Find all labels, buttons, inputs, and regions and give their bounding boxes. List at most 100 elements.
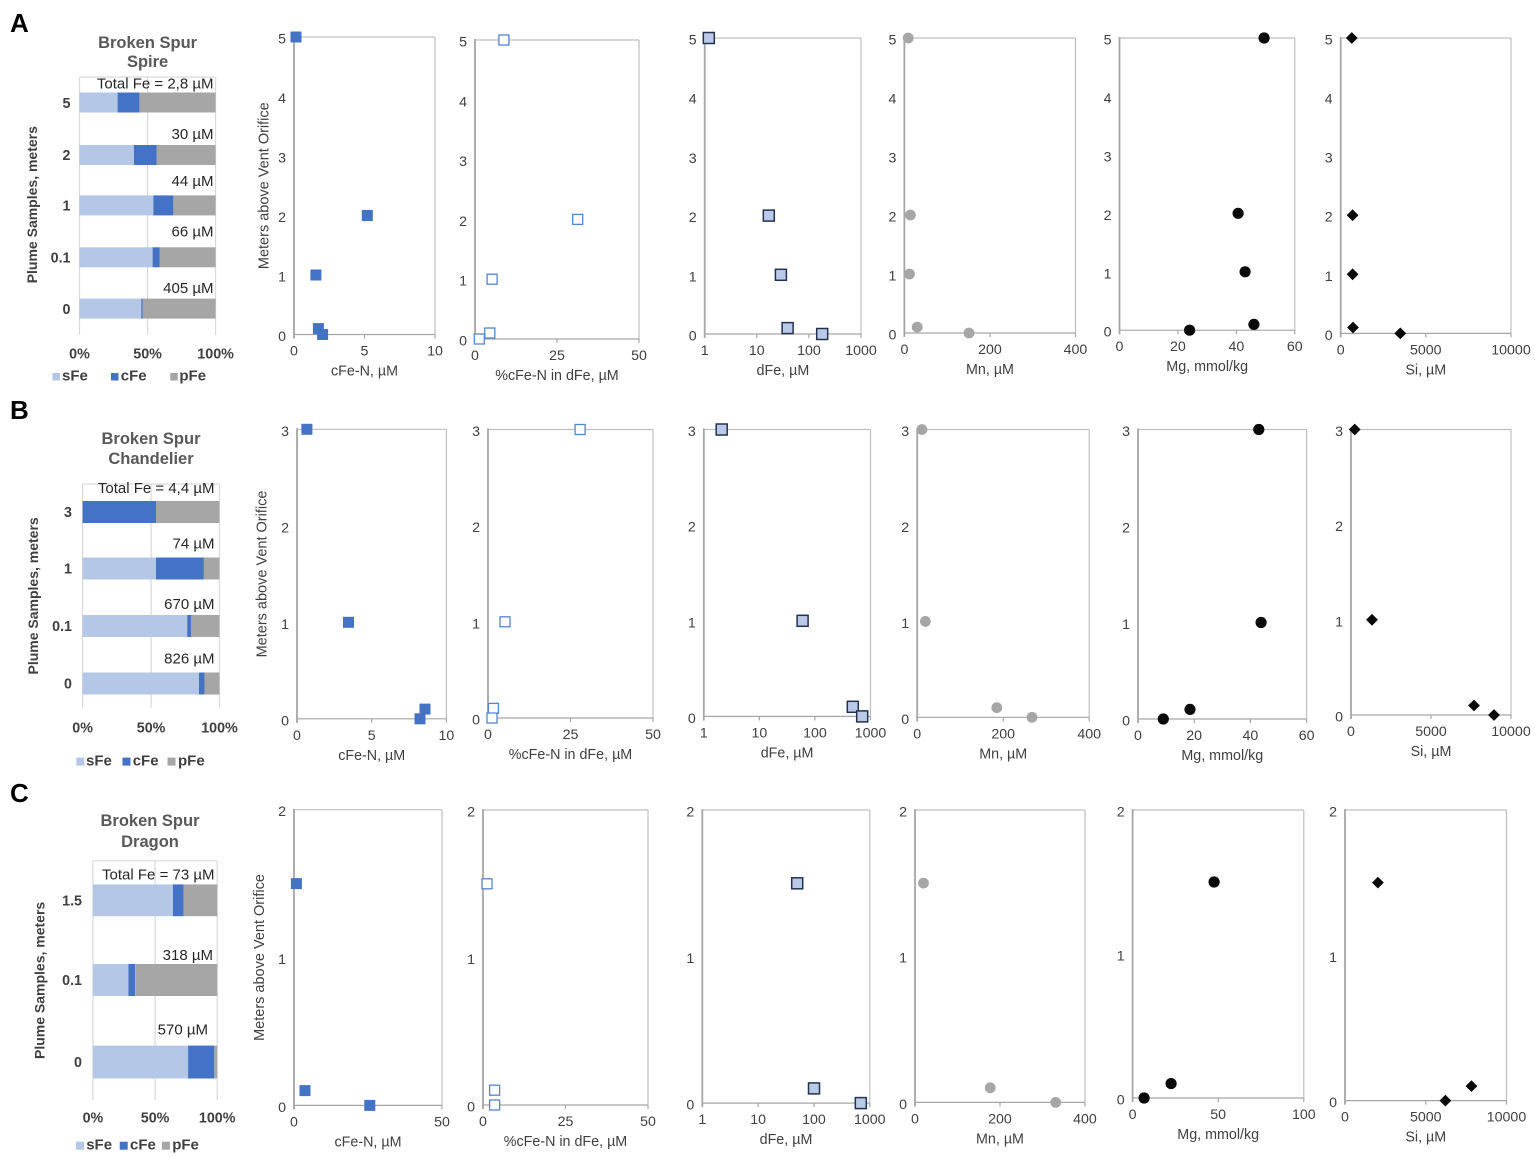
svg-text:10: 10 [750, 1112, 766, 1128]
svg-text:dFe, µM: dFe, µM [760, 1132, 813, 1148]
svg-text:0: 0 [1104, 325, 1112, 341]
svg-text:0: 0 [479, 1114, 487, 1130]
svg-text:1: 1 [899, 951, 907, 967]
svg-text:0: 0 [1341, 1110, 1349, 1126]
svg-text:0: 0 [281, 713, 289, 729]
svg-text:50: 50 [1210, 1107, 1226, 1123]
svg-text:cFe-N, µM: cFe-N, µM [334, 1134, 401, 1150]
svg-text:3: 3 [689, 151, 697, 167]
svg-text:Meters above Vent Orifice: Meters above Vent Orifice [252, 874, 268, 1041]
svg-text:44 µM: 44 µM [172, 173, 214, 190]
svg-text:A: A [10, 8, 29, 38]
svg-text:5: 5 [1325, 33, 1333, 49]
svg-text:4: 4 [459, 94, 467, 110]
svg-text:0: 0 [278, 329, 286, 345]
svg-text:2: 2 [281, 520, 289, 536]
svg-text:0.1: 0.1 [52, 619, 72, 635]
svg-text:2: 2 [686, 805, 694, 821]
svg-text:4: 4 [889, 92, 897, 108]
svg-text:10000: 10000 [1491, 724, 1531, 740]
svg-text:3: 3 [1122, 424, 1130, 440]
svg-text:0: 0 [901, 712, 909, 728]
svg-text:0%: 0% [72, 720, 93, 736]
svg-text:40: 40 [1229, 339, 1245, 355]
svg-text:B: B [10, 395, 29, 425]
svg-text:10: 10 [749, 343, 765, 359]
svg-text:0: 0 [1347, 724, 1355, 740]
svg-text:570 µM: 570 µM [158, 1022, 208, 1039]
svg-text:1000: 1000 [845, 343, 877, 359]
svg-text:100: 100 [797, 343, 821, 359]
svg-text:cFe: cFe [133, 753, 159, 770]
svg-text:0: 0 [911, 1111, 919, 1127]
svg-text:2: 2 [459, 214, 467, 230]
svg-text:5: 5 [889, 33, 897, 49]
svg-text:0%: 0% [83, 1111, 104, 1127]
svg-text:Spire: Spire [127, 53, 168, 71]
svg-text:826 µM: 826 µM [164, 650, 214, 667]
svg-text:Mn, µM: Mn, µM [979, 746, 1027, 762]
svg-text:1: 1 [459, 274, 467, 290]
svg-text:2: 2 [63, 148, 71, 164]
svg-text:400: 400 [1077, 726, 1101, 742]
svg-text:0: 0 [900, 342, 908, 358]
svg-text:0: 0 [290, 1114, 298, 1130]
svg-text:3: 3 [64, 505, 72, 521]
svg-text:50: 50 [640, 1114, 656, 1130]
svg-text:60: 60 [1299, 728, 1315, 744]
svg-text:318 µM: 318 µM [163, 947, 213, 964]
svg-text:20: 20 [1186, 728, 1202, 744]
svg-text:%cFe-N in dFe, µM: %cFe-N in dFe, µM [509, 747, 632, 763]
svg-text:0: 0 [1329, 1095, 1337, 1111]
svg-text:2: 2 [278, 804, 286, 820]
svg-text:25: 25 [563, 727, 579, 743]
svg-text:Total Fe = 73 µM: Total Fe = 73 µM [102, 867, 214, 884]
svg-text:3: 3 [889, 151, 897, 167]
svg-text:3: 3 [1335, 424, 1343, 440]
svg-text:0: 0 [899, 1097, 907, 1113]
svg-text:Plume Samples, meters: Plume Samples, meters [25, 517, 41, 674]
svg-text:1: 1 [701, 343, 709, 359]
svg-text:0: 0 [689, 329, 697, 345]
svg-text:1: 1 [278, 952, 286, 968]
svg-text:1: 1 [700, 725, 708, 741]
svg-text:1: 1 [1122, 617, 1130, 633]
svg-text:%cFe-N in dFe, µM: %cFe-N in dFe, µM [495, 368, 618, 384]
svg-text:0: 0 [1325, 328, 1333, 344]
svg-text:0.1: 0.1 [62, 973, 82, 989]
svg-text:1: 1 [889, 269, 897, 285]
svg-text:10: 10 [752, 725, 768, 741]
svg-text:%cFe-N in dFe, µM: %cFe-N in dFe, µM [504, 1134, 627, 1150]
svg-text:Mn, µM: Mn, µM [976, 1131, 1024, 1147]
svg-text:pFe: pFe [178, 753, 205, 770]
svg-text:1: 1 [1329, 950, 1337, 966]
svg-text:Si, µM: Si, µM [1405, 1130, 1446, 1146]
svg-text:sFe: sFe [62, 368, 88, 385]
svg-text:2: 2 [1325, 210, 1333, 226]
svg-text:1: 1 [689, 269, 697, 285]
svg-text:0: 0 [63, 302, 71, 318]
svg-text:Mg, mmol/kg: Mg, mmol/kg [1177, 1127, 1259, 1143]
svg-text:1.5: 1.5 [62, 893, 82, 909]
svg-text:1: 1 [686, 951, 694, 967]
svg-text:10: 10 [427, 344, 443, 360]
svg-text:1: 1 [698, 1112, 706, 1128]
svg-text:Broken Spur: Broken Spur [98, 34, 198, 52]
svg-text:Si, µM: Si, µM [1411, 744, 1452, 760]
svg-text:200: 200 [988, 1111, 1012, 1127]
svg-text:5: 5 [361, 344, 369, 360]
svg-text:2: 2 [467, 805, 475, 821]
svg-text:Total Fe = 2,8 µM: Total Fe = 2,8 µM [97, 76, 214, 93]
svg-text:405 µM: 405 µM [163, 280, 213, 297]
svg-text:sFe: sFe [86, 1137, 112, 1154]
svg-text:Mg, mmol/kg: Mg, mmol/kg [1181, 748, 1263, 764]
svg-text:2: 2 [278, 210, 286, 226]
svg-text:5: 5 [689, 33, 697, 49]
svg-text:0: 0 [1122, 714, 1130, 730]
svg-text:dFe, µM: dFe, µM [757, 363, 810, 379]
svg-text:4: 4 [1104, 91, 1112, 107]
svg-text:100: 100 [1292, 1107, 1316, 1123]
svg-text:5: 5 [1104, 33, 1112, 49]
svg-text:0: 0 [484, 727, 492, 743]
svg-text:5: 5 [368, 728, 376, 744]
